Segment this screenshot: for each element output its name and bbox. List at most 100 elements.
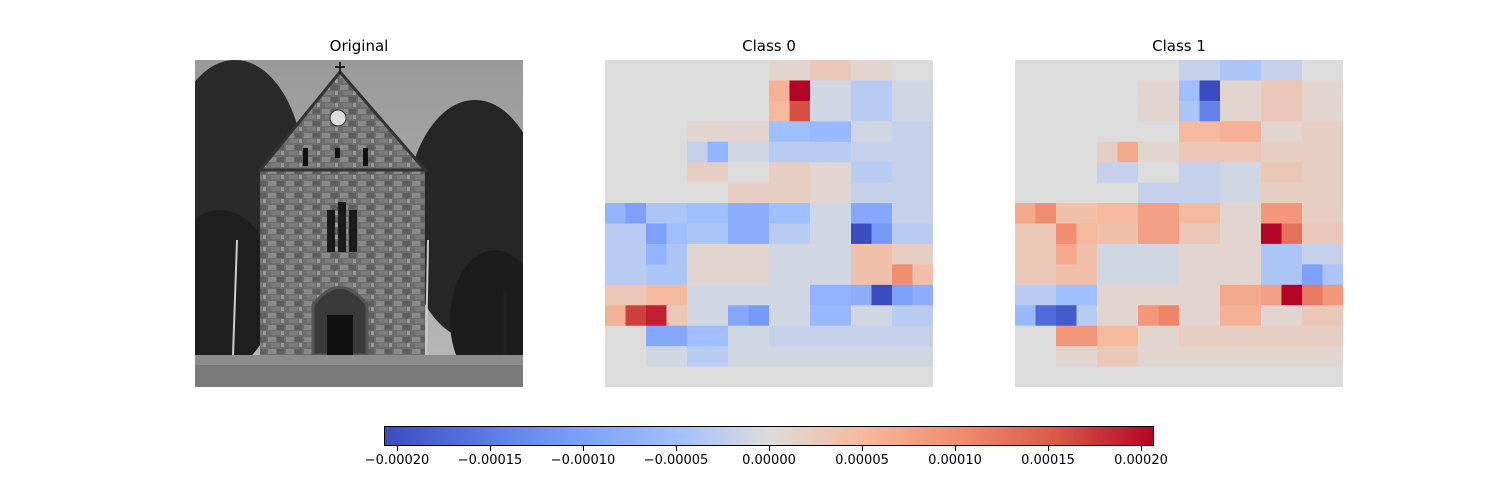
class1-cell xyxy=(1056,162,1078,184)
class0-cell xyxy=(605,121,627,143)
class1-cell xyxy=(1097,141,1119,163)
class1-cell xyxy=(1035,325,1057,347)
class0-cell xyxy=(748,60,770,82)
class1-cell xyxy=(1117,121,1139,143)
colorbar-tick xyxy=(397,446,398,451)
class0-cell xyxy=(748,264,770,286)
class0-heatmap-svg xyxy=(605,60,933,387)
class0-cell xyxy=(707,284,729,306)
class0-cell xyxy=(728,223,750,245)
class1-cell xyxy=(1220,141,1242,163)
class0-cell xyxy=(646,121,668,143)
class1-cell xyxy=(1240,100,1262,122)
class1-cell xyxy=(1179,80,1201,102)
class0-cell xyxy=(892,100,914,122)
colorbar-tick-label: 0.00020 xyxy=(1114,453,1168,468)
class0-heatmap xyxy=(605,60,933,387)
class0-cell xyxy=(830,182,852,204)
class1-cell xyxy=(1302,366,1324,387)
class0-cell xyxy=(871,223,893,245)
colorbar-tick-label: −0.00015 xyxy=(457,453,523,468)
class1-cell xyxy=(1199,203,1221,225)
class0-cell xyxy=(646,80,668,102)
class1-cell xyxy=(1015,366,1037,387)
class0-cell xyxy=(892,121,914,143)
class0-cell xyxy=(912,264,933,286)
class0-cell xyxy=(605,60,627,82)
class1-cell xyxy=(1199,182,1221,204)
class1-cell xyxy=(1281,346,1303,368)
class1-cell xyxy=(1302,325,1324,347)
class1-cell xyxy=(1199,100,1221,122)
class0-cell xyxy=(666,182,688,204)
class1-cell xyxy=(1097,121,1119,143)
class0-cell xyxy=(666,243,688,265)
class0-cell xyxy=(625,100,647,122)
class1-cell xyxy=(1035,264,1057,286)
class0-cell xyxy=(871,121,893,143)
class0-cell xyxy=(851,284,873,306)
class0-cell xyxy=(871,80,893,102)
class0-cell xyxy=(605,162,627,184)
class0-cell xyxy=(666,162,688,184)
class0-cell xyxy=(789,325,811,347)
class1-cell xyxy=(1076,203,1098,225)
class1-cell xyxy=(1220,325,1242,347)
class1-cell xyxy=(1138,162,1160,184)
class0-cell xyxy=(789,346,811,368)
class1-cell xyxy=(1076,60,1098,82)
class1-cell xyxy=(1138,305,1160,327)
class1-cell xyxy=(1261,203,1283,225)
class1-cell xyxy=(1302,284,1324,306)
class1-cell xyxy=(1035,60,1057,82)
class1-cell xyxy=(1261,305,1283,327)
class1-cell xyxy=(1097,60,1119,82)
class1-cell xyxy=(1199,60,1221,82)
class1-cell xyxy=(1015,264,1037,286)
class0-cell xyxy=(625,223,647,245)
class0-cell xyxy=(605,182,627,204)
class0-cell xyxy=(830,100,852,122)
class0-title: Class 0 xyxy=(742,37,796,55)
class1-cell xyxy=(1220,121,1242,143)
class0-cell xyxy=(666,284,688,306)
class1-cell xyxy=(1158,100,1180,122)
class0-cell xyxy=(789,305,811,327)
class1-cell xyxy=(1302,243,1324,265)
class1-cell xyxy=(1240,203,1262,225)
class0-cell xyxy=(789,264,811,286)
class1-cell xyxy=(1117,100,1139,122)
class0-cell xyxy=(789,141,811,163)
class1-cell xyxy=(1117,305,1139,327)
class0-cell xyxy=(851,100,873,122)
colorbar-tick xyxy=(955,446,956,451)
class0-cell xyxy=(892,284,914,306)
class1-cell xyxy=(1035,162,1057,184)
class1-cell xyxy=(1056,80,1078,102)
class0-cell xyxy=(830,203,852,225)
class0-cell xyxy=(728,284,750,306)
class1-cell xyxy=(1158,346,1180,368)
class0-cell xyxy=(625,284,647,306)
class0-cell xyxy=(625,325,647,347)
class1-cell xyxy=(1179,325,1201,347)
class1-cell xyxy=(1035,80,1057,102)
class1-cell xyxy=(1261,80,1283,102)
class0-cell xyxy=(892,80,914,102)
class0-cell xyxy=(625,121,647,143)
class1-cell xyxy=(1076,121,1098,143)
class1-cell xyxy=(1158,243,1180,265)
class1-cell xyxy=(1097,100,1119,122)
class0-cell xyxy=(769,60,791,82)
colorbar-tick-label: −0.00020 xyxy=(364,453,430,468)
class0-cell xyxy=(789,284,811,306)
class0-cell xyxy=(830,366,852,387)
class0-cell xyxy=(851,60,873,82)
class1-cell xyxy=(1076,264,1098,286)
class0-cell xyxy=(851,223,873,245)
class1-cell xyxy=(1138,325,1160,347)
class0-cell xyxy=(871,162,893,184)
class0-cell xyxy=(625,243,647,265)
class1-cell xyxy=(1015,100,1037,122)
class0-cell xyxy=(666,121,688,143)
